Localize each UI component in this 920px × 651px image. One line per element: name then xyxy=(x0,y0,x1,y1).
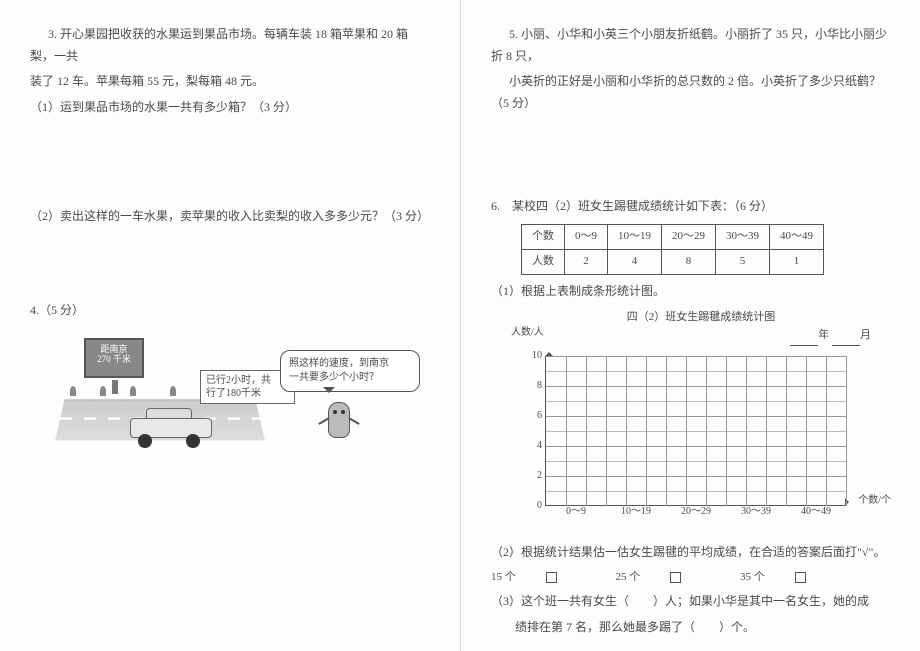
table-cell: 40～49 xyxy=(770,224,824,249)
date-year: 年 xyxy=(818,329,829,341)
mascot-icon xyxy=(324,398,354,448)
opt-label: 35 个 xyxy=(740,571,765,583)
page-left: 3. 开心果园把收获的水果运到果品市场。每辆车装 18 箱苹果和 20 箱梨，一… xyxy=(0,0,460,651)
chart-grid: 02468100～910～1920～2930～3940～49 xyxy=(545,356,845,506)
question-3: 3. 开心果园把收获的水果运到果品市场。每辆车装 18 箱苹果和 20 箱梨，一… xyxy=(30,24,430,228)
sign-line1: 距南京 xyxy=(86,344,142,355)
blank-space xyxy=(30,246,430,296)
date-month: 月 xyxy=(860,329,871,341)
speech-line2: 一共要多少个小时？ xyxy=(289,371,411,385)
y-axis-label: 人数/人 xyxy=(511,324,544,342)
x-tick: 10～19 xyxy=(621,503,651,521)
question-4: 4.（5 分） 距南京 270 千米 已行2小时， xyxy=(30,300,430,452)
q3-sub1: （1）运到果品市场的水果一共有多少箱？（3 分） xyxy=(30,97,430,119)
speech-line1: 照这样的速度，到南京 xyxy=(289,357,411,371)
x-axis-label: 个数/个 xyxy=(858,492,891,510)
arrow-icon xyxy=(545,348,553,356)
chart-title: 四（2）班女生踢毽成绩统计图 xyxy=(511,308,891,328)
y-tick: 8 xyxy=(524,377,542,395)
question-5: 5. 小丽、小华和小英三个小朋友折纸鹤。小丽折了 35 只，小华比小丽少折 8 … xyxy=(491,24,890,114)
q4-head: 4.（5 分） xyxy=(30,300,430,322)
x-tick: 40～49 xyxy=(801,503,831,521)
table-cell: 30～39 xyxy=(716,224,770,249)
blank-space xyxy=(30,122,430,202)
y-tick: 4 xyxy=(524,437,542,455)
table-cell: 5 xyxy=(716,249,770,274)
y-tick: 0 xyxy=(524,497,542,515)
label-line1: 已行2小时，共 xyxy=(206,374,289,387)
y-tick: 10 xyxy=(524,347,542,365)
q6-sub1: （1）根据上表制成条形统计图。 xyxy=(491,281,890,303)
page-right: 5. 小丽、小华和小英三个小朋友折纸鹤。小丽折了 35 只，小华比小丽少折 8 … xyxy=(460,0,920,651)
q3-stem-line1: 3. 开心果园把收获的水果运到果品市场。每辆车装 18 箱苹果和 20 箱梨，一… xyxy=(30,24,430,67)
q3-stem-line2: 装了 12 车。苹果每箱 55 元，梨每箱 48 元。 xyxy=(30,71,430,93)
x-tick: 30～39 xyxy=(741,503,771,521)
q4-illustration: 距南京 270 千米 已行2小时，共 行了180千米 xyxy=(60,332,420,452)
sign-line2: 270 千米 xyxy=(86,354,142,365)
q3-sub2: （2）卖出这样的一车水果，卖苹果的收入比卖梨的收入多多少元？（3 分） xyxy=(30,206,430,228)
table-cell: 20～29 xyxy=(662,224,716,249)
table-cell: 人数 xyxy=(522,249,565,274)
q6-head: 6. 某校四（2）班女生踢毽成绩统计如下表：（6 分） xyxy=(491,196,890,218)
checkbox[interactable] xyxy=(546,572,557,583)
q5-stem-line1: 5. 小丽、小华和小英三个小朋友折纸鹤。小丽折了 35 只，小华比小丽少折 8 … xyxy=(491,24,890,67)
x-tick: 0～9 xyxy=(566,503,586,521)
y-tick: 6 xyxy=(524,407,542,425)
q6-sub3-line2: 绩排在第 7 名，那么她最多踢了（ ）个。 xyxy=(491,617,890,639)
car-icon xyxy=(130,408,212,446)
q6-sub3-line1: （3）这个班一共有女生（ ）人；如果小华是其中一名女生，她的成 xyxy=(491,591,890,613)
x-tick: 20～29 xyxy=(681,503,711,521)
chart-date: 年 月 xyxy=(790,326,871,346)
opt-label: 15 个 xyxy=(491,571,516,583)
opt-label: 25 个 xyxy=(616,571,641,583)
label-line2: 行了180千米 xyxy=(206,387,289,400)
table-cell: 8 xyxy=(662,249,716,274)
table-cell: 2 xyxy=(565,249,608,274)
q6-sub2: （2）根据统计结果估一估女生踢毽的平均成绩，在合适的答案后面打"√"。 xyxy=(491,542,890,564)
speech-bubble: 照这样的速度，到南京 一共要多少个小时？ xyxy=(280,350,420,392)
table-cell: 4 xyxy=(608,249,662,274)
table-cell: 0～9 xyxy=(565,224,608,249)
q6-table: 个数 0～9 10～19 20～29 30～39 40～49 人数 2 4 8 … xyxy=(521,224,824,275)
y-tick: 2 xyxy=(524,467,542,485)
bar-chart: 四（2）班女生踢毽成绩统计图 人数/人 年 月 02468100～910～192… xyxy=(511,308,891,506)
table-row: 个数 0～9 10～19 20～29 30～39 40～49 xyxy=(522,224,824,249)
table-cell: 1 xyxy=(770,249,824,274)
checkbox[interactable] xyxy=(795,572,806,583)
table-cell: 10～19 xyxy=(608,224,662,249)
blank-space xyxy=(491,132,890,192)
q5-stem-line2: 小英折的正好是小丽和小华折的总只数的 2 倍。小英折了多少只纸鹤？（5 分） xyxy=(491,71,890,114)
table-cell: 个数 xyxy=(522,224,565,249)
table-row: 人数 2 4 8 5 1 xyxy=(522,249,824,274)
road-sign: 距南京 270 千米 xyxy=(84,338,144,378)
question-6: 6. 某校四（2）班女生踢毽成绩统计如下表：（6 分） 个数 0～9 10～19… xyxy=(491,196,890,638)
checkbox[interactable] xyxy=(670,572,681,583)
q6-options: 15 个 25 个 35 个 xyxy=(491,568,890,588)
